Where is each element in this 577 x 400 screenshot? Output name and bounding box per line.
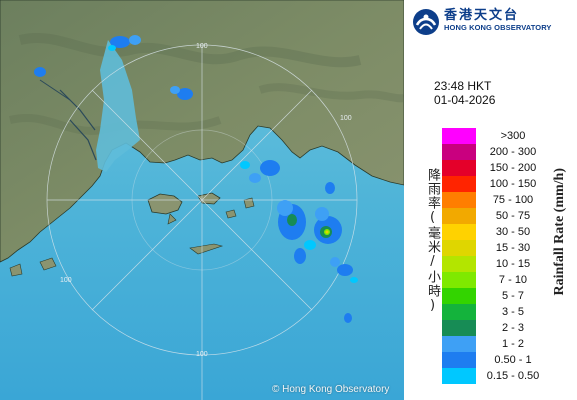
- legend-swatch: [442, 128, 476, 144]
- legend-swatch: [442, 224, 476, 240]
- legend-label: 75 - 100: [492, 194, 534, 206]
- legend-swatch: [442, 336, 476, 352]
- legend-label: 150 - 200: [489, 162, 537, 174]
- radar-map-canvas: 100 100 100 100: [0, 0, 404, 400]
- range-label-east: 100: [340, 115, 352, 122]
- legend-label: 0.50 - 1: [494, 354, 532, 366]
- range-rings: [46, 44, 358, 400]
- copyright-notice: © Hong Kong Observatory: [272, 384, 390, 395]
- rain-echoes: [34, 35, 358, 323]
- legend-label: 10 - 15: [495, 258, 531, 270]
- axis-label-en: Rainfall Rate (mm/h): [552, 168, 567, 296]
- radar-map[interactable]: 100 100 100 100: [0, 0, 404, 400]
- axis-label-cn: 降雨率(毫米/小時): [425, 168, 440, 314]
- logo-name-en: HONG KONG OBSERVATORY: [444, 23, 552, 32]
- lantau-island: [147, 193, 183, 215]
- timestamp: 23:48 HKT 01-04-2026: [434, 79, 495, 107]
- legend-swatch: [442, 352, 476, 368]
- legend-swatch: [442, 288, 476, 304]
- pearl-river-estuary: [96, 40, 140, 172]
- range-label-north: 100: [196, 43, 208, 50]
- legend-swatch: [442, 272, 476, 288]
- legend-swatch: [442, 240, 476, 256]
- legend-swatch: [442, 368, 476, 384]
- legend-label: 0.15 - 0.50: [486, 370, 540, 382]
- legend-label: 7 - 10: [498, 274, 528, 286]
- legend-swatch: [442, 304, 476, 320]
- range-label-south: 100: [196, 351, 208, 358]
- hko-logo-icon: [413, 9, 439, 35]
- legend-swatch: [442, 144, 476, 160]
- range-label-west: 100: [60, 277, 72, 284]
- legend-label: 100 - 150: [489, 178, 537, 190]
- legend-label: 50 - 75: [495, 210, 531, 222]
- legend-swatch: [442, 192, 476, 208]
- legend-label: 15 - 30: [495, 242, 531, 254]
- legend-label: 200 - 300: [489, 146, 537, 158]
- legend-swatch: [442, 320, 476, 336]
- hko-logo: 香港天文台 HONG KONG OBSERVATORY: [412, 6, 572, 40]
- legend-panel: 香港天文台 HONG KONG OBSERVATORY 23:48 HKT 01…: [404, 0, 577, 400]
- legend-label: 2 - 3: [501, 322, 524, 334]
- legend-swatch: [442, 160, 476, 176]
- legend-label: 3 - 5: [501, 306, 524, 318]
- logo-name-cn: 香港天文台: [444, 8, 520, 23]
- legend-swatch: [442, 256, 476, 272]
- legend-swatch: [442, 176, 476, 192]
- legend-label: 30 - 50: [495, 226, 531, 238]
- legend-label: >300: [500, 130, 526, 142]
- legend-swatch: [442, 208, 476, 224]
- time-label: 23:48 HKT: [434, 79, 492, 93]
- legend-label: 5 - 7: [501, 290, 524, 302]
- date-label: 01-04-2026: [434, 93, 496, 107]
- legend-label: 1 - 2: [501, 338, 524, 350]
